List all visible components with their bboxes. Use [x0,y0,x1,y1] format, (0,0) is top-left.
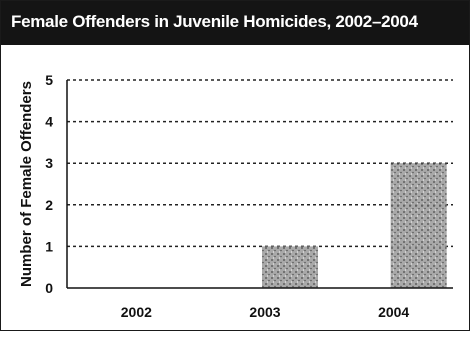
axes [66,80,453,289]
x-tick-label: 2004 [378,304,409,320]
gridlines [67,79,453,248]
y-tick-label: 3 [45,155,53,171]
y-tick-label: 0 [45,280,53,296]
title-bar: Female Offenders in Juvenile Homicides, … [1,1,469,45]
y-axis-label: Number of Female Offenders [18,81,35,287]
x-tick-label: 2002 [121,304,152,320]
chart-svg: 0 1 2 3 4 5 2002 2003 2004 Number of Female Off… [18,72,453,320]
bar-2004 [390,163,447,288]
x-tick-labels: 2002 2003 2004 [121,304,410,320]
bars [262,163,447,288]
bar-2003 [262,246,318,288]
y-tick-label: 1 [45,238,53,254]
y-tick-label: 2 [45,197,53,213]
y-tick-labels: 0 1 2 3 4 5 [45,72,53,296]
chart-frame: Female Offenders in Juvenile Homicides, … [0,0,470,331]
chart-title: Female Offenders in Juvenile Homicides, … [11,12,418,31]
y-tick-label: 4 [45,114,53,130]
x-tick-label: 2003 [249,304,280,320]
y-tick-label: 5 [45,72,53,88]
